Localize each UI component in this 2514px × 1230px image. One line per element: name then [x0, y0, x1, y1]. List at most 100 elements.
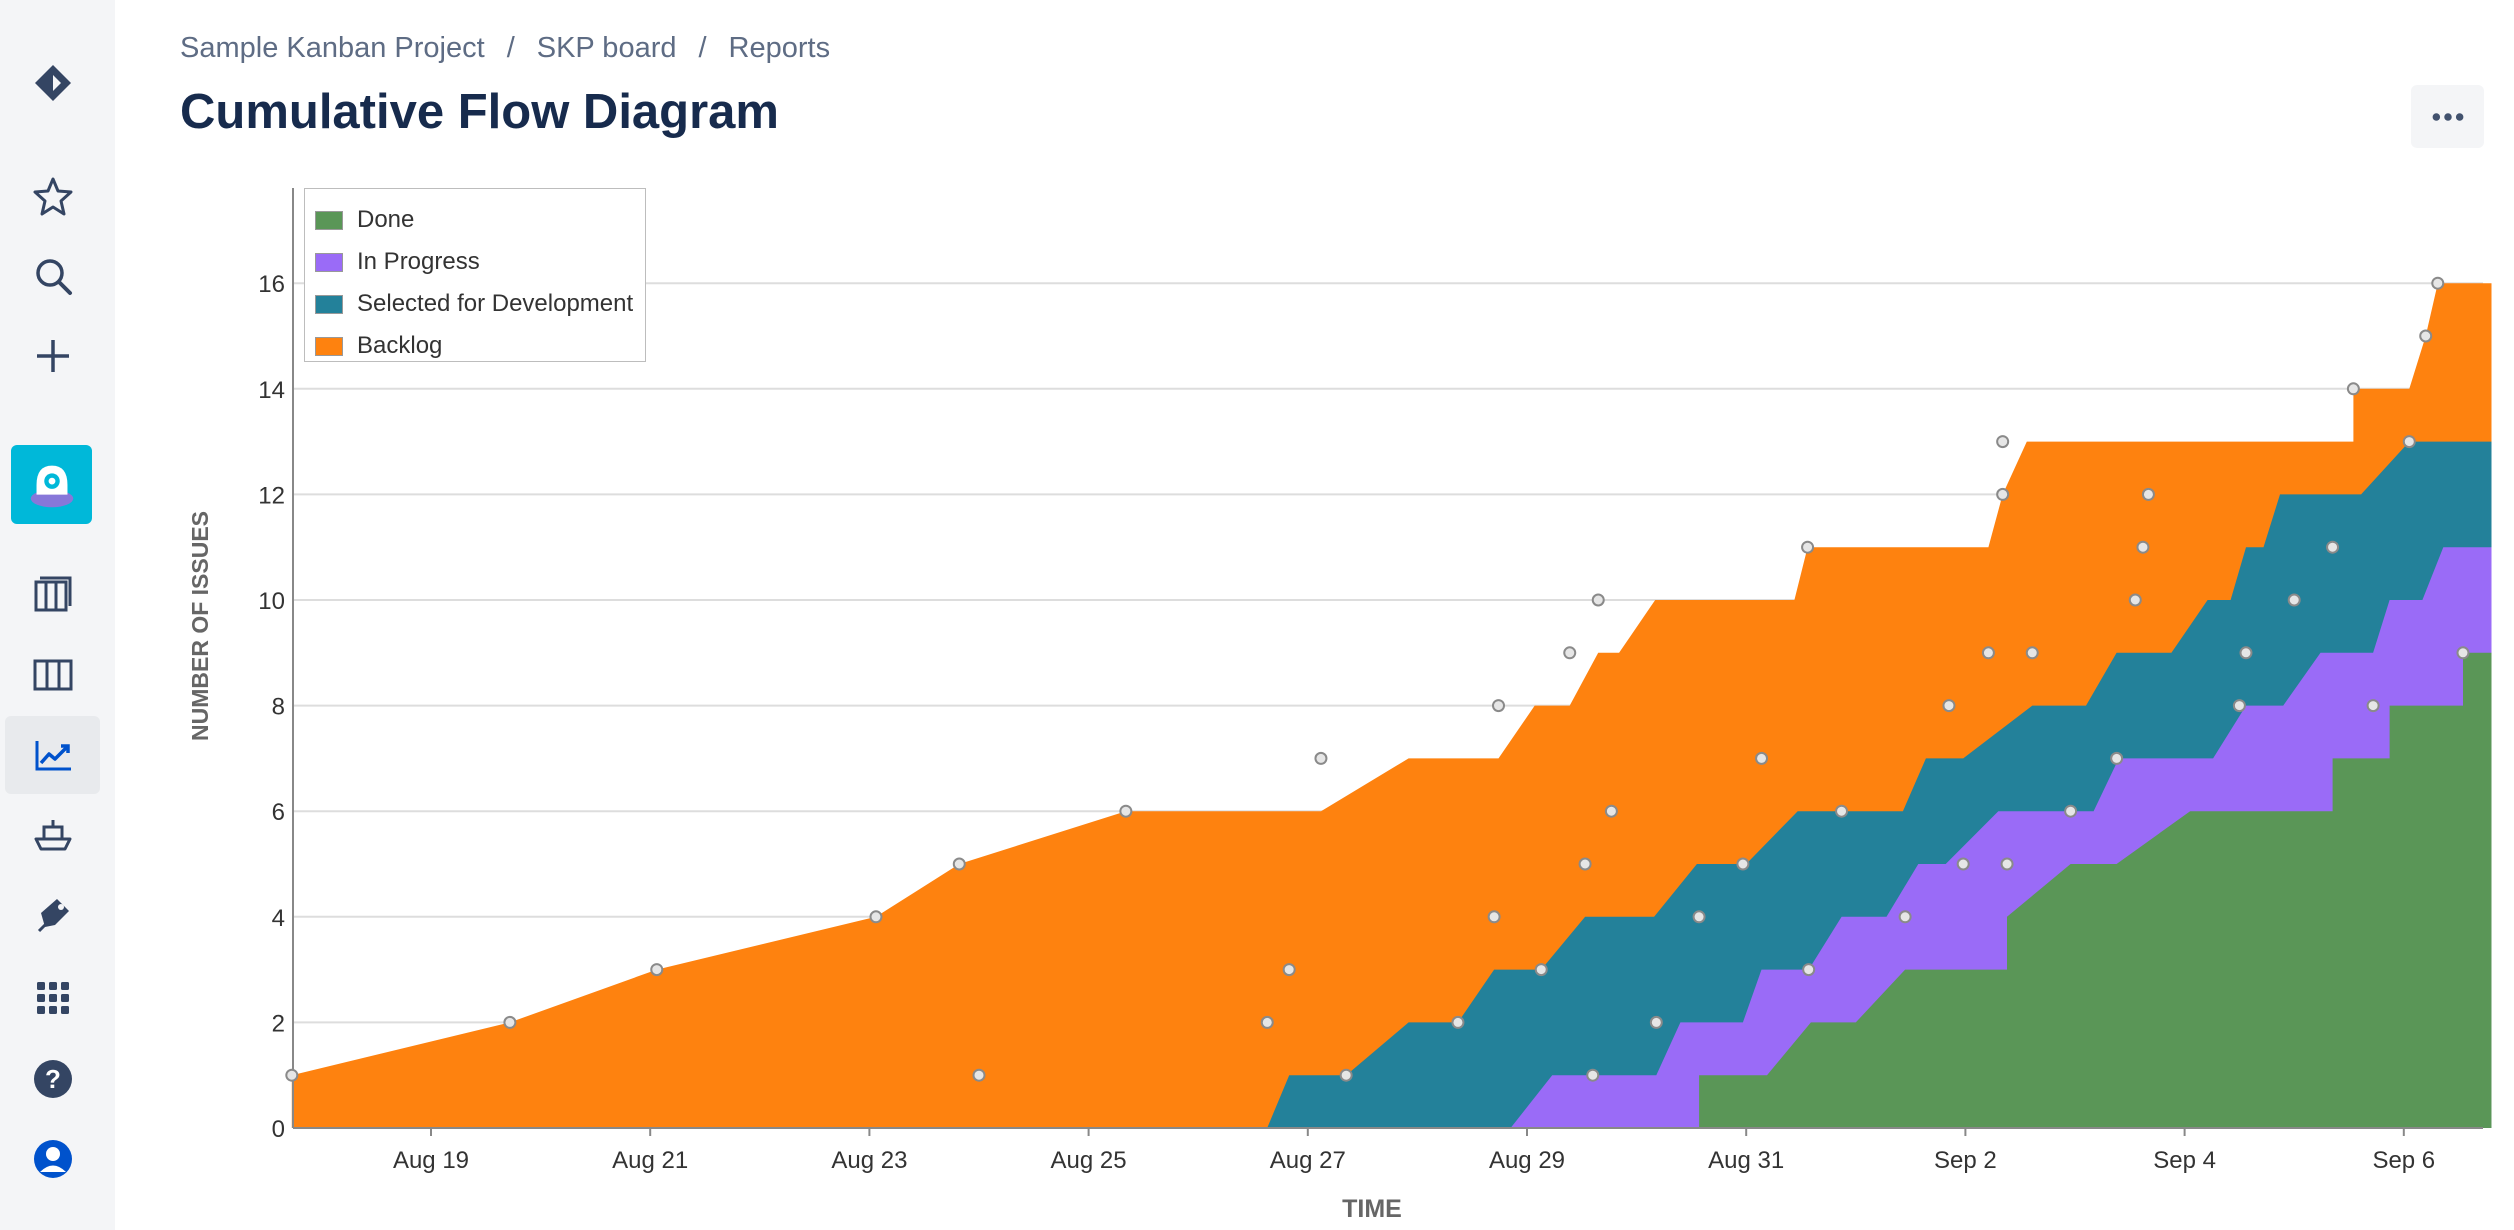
- data-point-marker: [1801, 540, 1815, 554]
- pages-icon[interactable]: [5, 876, 100, 954]
- data-point-marker: [1981, 646, 1995, 660]
- data-point-marker: [2419, 329, 2433, 343]
- more-icon: [2432, 112, 2463, 121]
- data-point-marker: [1649, 1015, 1663, 1029]
- x-tick-label: Aug 25: [1051, 1147, 1127, 1174]
- breadcrumb-project-link[interactable]: Sample Kanban Project: [180, 32, 485, 64]
- legend-item-done[interactable]: Done: [305, 199, 645, 241]
- releases-icon[interactable]: [5, 796, 100, 874]
- x-tick-label: Sep 6: [2372, 1147, 2435, 1174]
- data-point-marker: [1578, 857, 1592, 871]
- data-point-marker: [1487, 910, 1501, 924]
- project-avatar-icon[interactable]: [11, 445, 92, 524]
- data-point-marker: [2110, 751, 2124, 765]
- board-icon[interactable]: [5, 636, 100, 714]
- x-axis-title: TIME: [1342, 1195, 1402, 1223]
- data-point-marker: [1492, 699, 1506, 713]
- x-tick-label: Aug 31: [1708, 1147, 1784, 1174]
- breadcrumb-separator: /: [506, 32, 515, 64]
- breadcrumb-reports-link[interactable]: Reports: [728, 32, 831, 64]
- data-point-marker: [650, 963, 664, 977]
- data-point-marker: [1996, 435, 2010, 449]
- data-point-marker: [1314, 751, 1328, 765]
- x-tick-label: Aug 19: [393, 1147, 469, 1174]
- breadcrumb-separator: /: [698, 32, 707, 64]
- legend-item-backlog[interactable]: Backlog: [305, 325, 645, 367]
- legend-label: Backlog: [357, 332, 443, 359]
- svg-text:?: ?: [45, 1064, 61, 1094]
- data-point-marker: [1260, 1015, 1274, 1029]
- data-point-marker: [1534, 963, 1548, 977]
- data-point-marker: [1586, 1068, 1600, 1082]
- data-point-marker: [1451, 1015, 1465, 1029]
- y-tick-label: 6: [272, 799, 285, 826]
- data-point-marker: [2064, 804, 2078, 818]
- data-point-marker: [2239, 646, 2253, 660]
- chart-legend: Done In Progress Selected for Developmen…: [304, 188, 646, 362]
- reports-icon[interactable]: [5, 716, 100, 794]
- legend-label: In Progress: [357, 248, 480, 275]
- jira-logo-icon[interactable]: [5, 44, 100, 122]
- y-tick-label: 10: [258, 588, 285, 615]
- data-point-marker: [952, 857, 966, 871]
- y-tick-label: 14: [258, 377, 285, 404]
- data-point-marker: [2456, 646, 2470, 660]
- data-point-marker: [1339, 1068, 1353, 1082]
- data-point-marker: [2136, 540, 2150, 554]
- y-tick-label: 0: [272, 1116, 285, 1143]
- breadcrumb-board-link[interactable]: SKP board: [536, 32, 677, 64]
- x-tick-label: Aug 29: [1489, 1147, 1565, 1174]
- data-point-marker: [1835, 804, 1849, 818]
- more-actions-button[interactable]: [2411, 85, 2484, 148]
- data-point-marker: [1604, 804, 1618, 818]
- data-point-marker: [1282, 963, 1296, 977]
- data-point-marker: [869, 910, 883, 924]
- legend-swatch-backlog: [315, 336, 343, 356]
- profile-icon[interactable]: [5, 1120, 100, 1198]
- y-tick-label: 12: [258, 482, 285, 509]
- data-point-marker: [2402, 435, 2416, 449]
- y-axis-title: NUMBER OF ISSUES: [187, 511, 213, 741]
- x-tick-label: Aug 27: [1270, 1147, 1346, 1174]
- data-point-marker: [2128, 593, 2142, 607]
- data-point-marker: [2431, 276, 2445, 290]
- data-point-marker: [1692, 910, 1706, 924]
- help-icon[interactable]: ?: [5, 1040, 100, 1118]
- page-title: Cumulative Flow Diagram: [180, 85, 780, 139]
- data-point-marker: [1942, 699, 1956, 713]
- data-point-marker: [1563, 646, 1577, 660]
- legend-swatch-in-progress: [315, 252, 343, 272]
- legend-label: Done: [357, 206, 415, 233]
- data-point-marker: [1755, 751, 1769, 765]
- legend-item-in-progress[interactable]: In Progress: [305, 241, 645, 283]
- legend-swatch-selected-for-development: [315, 294, 343, 314]
- x-tick-label: Aug 21: [612, 1147, 688, 1174]
- data-point-marker: [2346, 382, 2360, 396]
- legend-swatch-done: [315, 210, 343, 230]
- y-tick-label: 2: [272, 1010, 285, 1037]
- x-tick-label: Aug 23: [831, 1147, 907, 1174]
- legend-item-selected-for-development[interactable]: Selected for Development: [305, 283, 645, 325]
- data-point-marker: [2000, 857, 2014, 871]
- data-point-marker: [1736, 857, 1750, 871]
- data-point-marker: [2366, 699, 2380, 713]
- legend-label: Selected for Development: [357, 290, 634, 317]
- y-tick-label: 8: [272, 694, 285, 721]
- data-point-marker: [503, 1015, 517, 1029]
- data-point-marker: [2025, 646, 2039, 660]
- data-point-marker: [285, 1068, 299, 1082]
- data-point-marker: [1956, 857, 1970, 871]
- data-point-marker: [1802, 963, 1816, 977]
- backlog-icon[interactable]: [5, 556, 100, 634]
- star-icon[interactable]: [5, 157, 100, 235]
- search-icon[interactable]: [5, 237, 100, 315]
- apps-grid-icon[interactable]: [5, 959, 100, 1037]
- plus-icon[interactable]: [5, 317, 100, 395]
- y-tick-label: 16: [258, 271, 285, 298]
- breadcrumb: Sample Kanban Project / SKP board / Repo…: [180, 32, 830, 65]
- data-point-marker: [1119, 804, 1133, 818]
- data-point-marker: [1898, 910, 1912, 924]
- data-point-marker: [1996, 487, 2010, 501]
- x-tick-label: Sep 4: [2153, 1147, 2216, 1174]
